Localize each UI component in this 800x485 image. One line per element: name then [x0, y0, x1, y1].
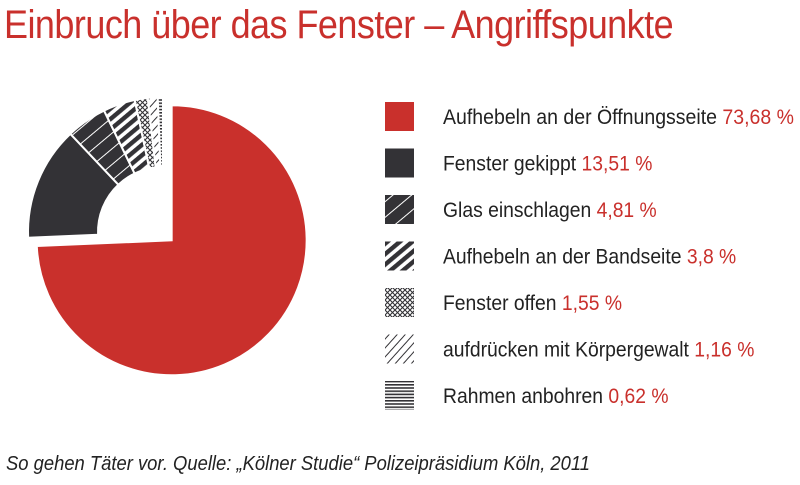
legend-swatch-aufdruecken-mit-koerpergewalt — [385, 334, 414, 364]
chart-title: Einbruch über das Fenster – Angriffspunk… — [4, 3, 674, 47]
legend-item-fenster-offen: Fenster offen 1,55 % — [443, 292, 622, 315]
legend-item-rahmen-anbohren: Rahmen anbohren 0,62 % — [443, 385, 669, 408]
legend-value: 0,62 % — [608, 385, 668, 408]
legend-item-aufdruecken-mit-koerpergewalt: aufdrücken mit Körpergewalt 1,16 % — [443, 339, 754, 362]
legend-value: 1,55 % — [562, 292, 622, 315]
pie-slice-rahmen-anbohren — [156, 95, 164, 169]
legend-swatch-aufhebeln-an-der-oeffnungsseite — [385, 102, 414, 131]
legend-value: 4,81 % — [597, 199, 657, 222]
legend-swatch-glas-einschlagen — [385, 195, 414, 224]
legend-item-glas-einschlagen: Glas einschlagen 4,81 % — [443, 199, 657, 222]
legend-swatch-aufhebeln-an-der-bandseite — [385, 241, 414, 271]
legend-label: Fenster gekippt — [443, 153, 582, 176]
legend-item-fenster-gekippt: Fenster gekippt 13,51 % — [443, 153, 652, 176]
legend-item-aufhebeln-an-der-bandseite: Aufhebeln an der Bandseite 3,8 % — [443, 246, 736, 269]
legend-swatch-rahmen-anbohren — [385, 381, 414, 410]
legend-swatch-fenster-offen — [385, 288, 414, 317]
legend-swatch-fenster-gekippt — [385, 148, 414, 178]
legend-item-aufhebeln-an-der-oeffnungsseite: Aufhebeln an der Öffnungsseite 73,68 % — [443, 106, 794, 129]
legend-value: 13,51 % — [582, 153, 653, 176]
legend-label: Aufhebeln an der Bandseite — [443, 246, 687, 269]
legend-value: 73,68 % — [722, 106, 794, 129]
chart-caption: So gehen Täter vor. Quelle: „Kölner Stud… — [6, 453, 591, 475]
legend-value: 3,8 % — [687, 246, 736, 269]
legend-label: Aufhebeln an der Öffnungsseite — [443, 106, 722, 129]
legend-value: 1,16 % — [694, 339, 754, 362]
legend-label: Fenster offen — [443, 292, 562, 315]
legend-label: Rahmen anbohren — [443, 385, 608, 408]
pie-slice-aufhebeln-an-der-oeffnungsseite — [35, 104, 308, 377]
legend-label: aufdrücken mit Körpergewalt — [443, 339, 694, 362]
legend-label: Glas einschlagen — [443, 199, 597, 222]
pie-slice-fenster-gekippt — [27, 132, 120, 239]
